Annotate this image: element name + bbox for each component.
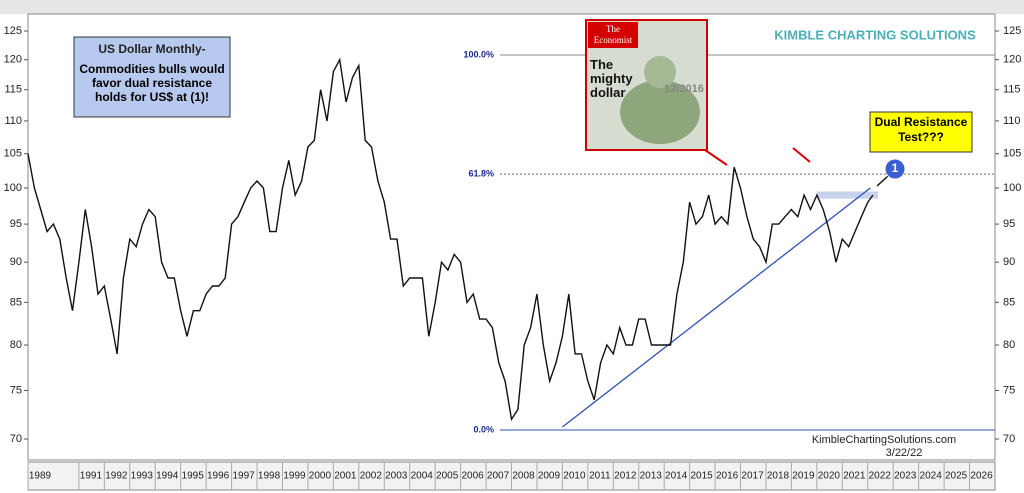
x-tick-label: 2018: [767, 471, 790, 482]
y-tick-label: 105: [1003, 148, 1021, 160]
y-tick-label: 125: [4, 25, 22, 37]
y-tick-label: 125: [1003, 25, 1021, 37]
y-tick-label: 90: [1003, 256, 1015, 268]
x-tick-label: 2009: [538, 471, 561, 482]
logo-box: [803, 22, 947, 50]
x-tick-label: 2005: [436, 471, 459, 482]
x-tick-label: 1993: [131, 471, 154, 482]
x-tick-label: 2022: [869, 471, 892, 482]
callout: Dual Resistance Test???: [874, 115, 968, 144]
cover-date: 12/2016: [664, 83, 704, 95]
y-tick-label: 85: [1003, 296, 1015, 308]
chart-subtitle: Commodities bulls would favor dual resis…: [79, 62, 225, 104]
cover-headline: The mighty dollar: [590, 58, 633, 98]
x-tick-label: 1994: [156, 471, 179, 482]
y-tick-label: 80: [1003, 339, 1015, 351]
x-tick-label: 1999: [283, 471, 306, 482]
x-tick-label: 2011: [589, 471, 611, 482]
x-tick-label: 1997: [232, 471, 255, 482]
cover-figure: [620, 80, 700, 144]
y-tick-label: 70: [10, 433, 22, 445]
subtitle-box: Commodities bulls would favor dual resis…: [79, 62, 225, 104]
x-tick-label: 2015: [691, 471, 714, 482]
y-tick-label: 95: [1003, 218, 1015, 230]
x-tick-label: 2020: [818, 471, 841, 482]
callout-wrap: Dual Resistance Test???: [874, 115, 968, 144]
x-tick-label: 2014: [665, 471, 688, 482]
x-tick-label: 1996: [207, 471, 230, 482]
x-tick-label: 2012: [614, 471, 637, 482]
y-tick-label: 85: [10, 296, 22, 308]
y-tick-label: 120: [4, 54, 22, 66]
red-arrow: [792, 147, 811, 163]
y-tick-label: 110: [1003, 115, 1021, 127]
title-box: [73, 36, 231, 118]
marker: 1: [892, 161, 899, 175]
y-tick-label: 100: [1003, 182, 1021, 194]
x-tick-label: 2000: [309, 471, 332, 482]
callout-box: [869, 111, 973, 153]
red-arrow: [704, 149, 728, 166]
cover-brand-box: [588, 22, 638, 48]
x-tick-label: 2008: [512, 471, 535, 482]
x-tick-label: 2006: [461, 471, 484, 482]
logo: KIMBLE CHARTING SOLUTIONS: [774, 27, 976, 42]
website: KimbleChartingSolutions.com: [812, 434, 956, 446]
x-tick-label: 1998: [258, 471, 281, 482]
x-tick-label: 2023: [894, 471, 917, 482]
x-tick-label: 2004: [411, 471, 434, 482]
chart-title: US Dollar Monthly-: [98, 42, 205, 56]
y-tick-label: 80: [10, 339, 22, 351]
y-tick-label: 75: [10, 384, 22, 396]
x-tick-label: 2007: [487, 471, 510, 482]
x-tick-label: 1991: [80, 471, 103, 482]
x-tick-label: 1989: [29, 471, 52, 482]
x-tick-label: 2025: [945, 471, 968, 482]
cover-brand-wrap: The Economist: [593, 24, 633, 45]
marker-circle: [884, 158, 906, 180]
x-tick-label: 2019: [792, 471, 815, 482]
fib-label: 0.0%: [473, 424, 494, 434]
date-stamp: 3/22/22: [886, 447, 923, 459]
plot-frame: [27, 13, 996, 461]
x-tick-label: 2026: [970, 471, 993, 482]
y-tick-label: 70: [1003, 433, 1015, 445]
callout-arrow: [876, 175, 889, 187]
x-tick-label: 2010: [563, 471, 586, 482]
fib-label: 61.8%: [468, 168, 494, 178]
y-tick-label: 75: [1003, 384, 1015, 396]
fib-label: 100.0%: [463, 49, 494, 59]
y-tick-label: 105: [4, 148, 22, 160]
y-tick-label: 120: [1003, 54, 1021, 66]
x-tick-label: 2003: [385, 471, 408, 482]
y-tick-label: 110: [4, 115, 22, 127]
top-strip: [0, 0, 1024, 14]
y-tick-label: 115: [1003, 84, 1021, 96]
x-tick-label: 2002: [360, 471, 383, 482]
x-tick-label: 2013: [640, 471, 663, 482]
x-tick-label: 2024: [920, 471, 943, 482]
x-tick-label: 1995: [182, 471, 205, 482]
cover-head: [644, 56, 676, 88]
y-tick-label: 95: [10, 218, 22, 230]
cover-brand: The Economist: [593, 24, 633, 45]
y-tick-label: 115: [4, 84, 22, 96]
x-tick-label: 2021: [843, 471, 866, 482]
x-tick-label: 1992: [105, 471, 128, 482]
y-tick-label: 90: [10, 256, 22, 268]
y-tick-label: 100: [4, 182, 22, 194]
x-tick-label: 2001: [334, 471, 357, 482]
trendline: [561, 187, 871, 428]
price-line: [27, 57, 874, 422]
cover-headline-wrap: The mighty dollar: [590, 58, 633, 98]
x-tick-label: 2016: [716, 471, 739, 482]
resistance-band: [816, 191, 878, 199]
x-tick-label: 2017: [741, 471, 764, 482]
